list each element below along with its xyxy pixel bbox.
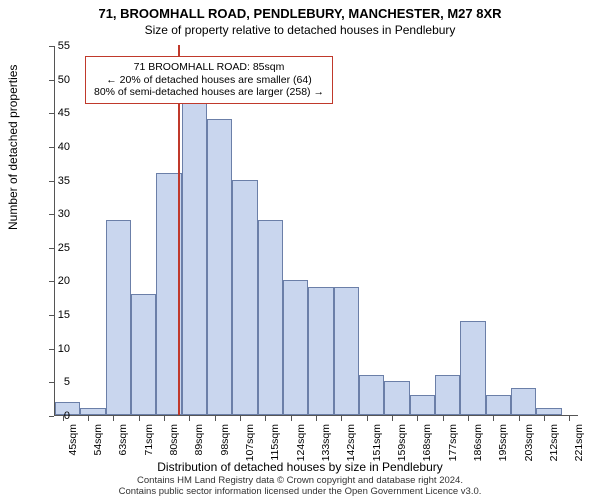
histogram-bar [131,294,156,415]
xtick-mark [569,416,570,421]
xtick-mark [265,416,266,421]
xtick-mark [519,416,520,421]
x-axis-label: Distribution of detached houses by size … [0,460,600,474]
ytick-mark [49,416,54,417]
chart-container: 71 BROOMHALL ROAD: 85sqm← 20% of detache… [54,46,578,416]
xtick-label: 159sqm [396,424,408,461]
histogram-bar [308,287,333,415]
xtick-label: 151sqm [371,424,383,461]
xtick-label: 63sqm [117,424,129,456]
plot-area: 71 BROOMHALL ROAD: 85sqm← 20% of detache… [54,46,578,416]
histogram-bar [536,408,561,415]
ytick-mark [49,281,54,282]
xtick-mark [291,416,292,421]
histogram-bar [384,381,409,415]
page-subtitle: Size of property relative to detached ho… [0,21,600,37]
xtick-mark [88,416,89,421]
y-axis-label: Number of detached properties [6,65,20,230]
histogram-bar [460,321,485,415]
annotation-line: 80% of semi-detached houses are larger (… [94,86,324,99]
ytick-mark [49,147,54,148]
xtick-label: 80sqm [168,424,180,456]
xtick-label: 115sqm [269,424,281,461]
xtick-label: 177sqm [447,424,459,461]
xtick-label: 107sqm [244,424,256,461]
xtick-label: 195sqm [497,424,509,461]
xtick-label: 89sqm [193,424,205,456]
histogram-bar [334,287,359,415]
footnote-line2: Contains public sector information licen… [0,487,600,498]
ytick-mark [49,315,54,316]
histogram-bar [511,388,536,415]
xtick-mark [63,416,64,421]
ytick-mark [49,113,54,114]
histogram-bar [207,119,232,415]
footnote: Contains HM Land Registry data © Crown c… [0,476,600,498]
xtick-mark [341,416,342,421]
xtick-mark [544,416,545,421]
histogram-bar [359,375,384,415]
xtick-label: 124sqm [295,424,307,461]
annotation-box: 71 BROOMHALL ROAD: 85sqm← 20% of detache… [85,56,333,104]
xtick-mark [468,416,469,421]
histogram-bar [410,395,435,415]
xtick-mark [443,416,444,421]
xtick-mark [417,416,418,421]
annotation-line: ← 20% of detached houses are smaller (64… [94,74,324,87]
xtick-label: 168sqm [421,424,433,461]
xtick-mark [240,416,241,421]
xtick-mark [139,416,140,421]
ytick-mark [49,214,54,215]
xtick-mark [392,416,393,421]
xtick-mark [215,416,216,421]
xtick-label: 133sqm [320,424,332,461]
histogram-bar [435,375,460,415]
xtick-label: 212sqm [548,424,560,461]
xtick-label: 45sqm [67,424,79,456]
xtick-mark [164,416,165,421]
xtick-mark [189,416,190,421]
ytick-mark [49,382,54,383]
xtick-label: 221sqm [573,424,585,461]
ytick-mark [49,349,54,350]
xtick-mark [493,416,494,421]
annotation-line: 71 BROOMHALL ROAD: 85sqm [94,61,324,74]
xtick-mark [113,416,114,421]
ytick-mark [49,80,54,81]
histogram-bar [258,220,283,415]
ytick-mark [49,46,54,47]
xtick-label: 203sqm [523,424,535,461]
histogram-bar [232,180,257,415]
histogram-bar [182,79,207,415]
xtick-label: 142sqm [345,424,357,461]
page-title: 71, BROOMHALL ROAD, PENDLEBURY, MANCHEST… [0,0,600,21]
histogram-bar [106,220,131,415]
xtick-label: 71sqm [143,424,155,456]
ytick-mark [49,181,54,182]
histogram-bar [486,395,511,415]
xtick-label: 186sqm [472,424,484,461]
histogram-bar [283,280,308,415]
ytick-mark [49,248,54,249]
xtick-label: 54sqm [92,424,104,456]
xtick-label: 98sqm [219,424,231,456]
xtick-mark [316,416,317,421]
xtick-mark [367,416,368,421]
histogram-bar [80,408,105,415]
